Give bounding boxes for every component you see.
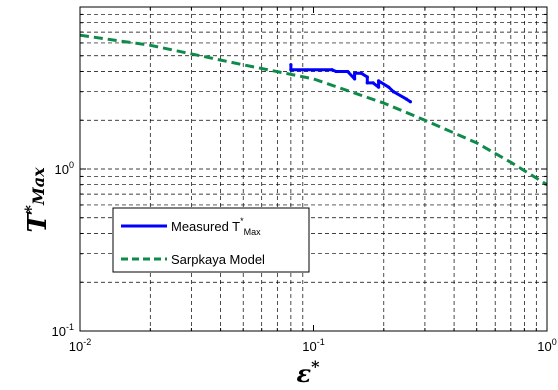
tick-marks	[79, 7, 547, 332]
measured-data-point	[359, 71, 363, 75]
series-layer	[79, 33, 548, 186]
y-axis-label: T*Max	[21, 167, 53, 233]
measured-data-point	[353, 71, 357, 75]
legend-label-sarpkaya: Sarpkaya Model	[171, 252, 265, 267]
measured-data-point	[376, 85, 381, 89]
measured-data-point	[353, 77, 357, 81]
x-tick-label: 100	[537, 337, 556, 354]
measured-data-point	[387, 85, 391, 89]
legend: Measured T*Max Sarpkaya Model	[112, 207, 310, 273]
measured-tmax-line	[289, 64, 412, 104]
measured-data-point	[404, 97, 409, 101]
grid	[80, 7, 548, 331]
measured-data-point	[330, 68, 334, 72]
measured-data-point	[334, 69, 338, 74]
measured-data-point	[408, 100, 412, 104]
x-tick-label: 10-2	[69, 337, 91, 354]
y-tick-label: 10-1	[52, 322, 74, 339]
measured-data-point	[289, 68, 293, 72]
y-tick-label: 100	[55, 160, 74, 177]
measured-data-point	[371, 81, 375, 85]
legend-label-measured: Measured T*Max	[171, 216, 261, 237]
sarpkaya-model-line	[79, 33, 548, 186]
legend-box	[112, 207, 310, 273]
measured-data-point	[391, 90, 396, 94]
measured-data-point	[289, 63, 293, 67]
x-axis-label: ε*	[297, 357, 321, 388]
measured-data-point	[346, 69, 350, 74]
measured-data-point	[365, 81, 369, 85]
x-tick-label: 10-1	[302, 337, 324, 354]
measured-data-point	[376, 79, 381, 83]
measured-data-point	[365, 75, 369, 79]
